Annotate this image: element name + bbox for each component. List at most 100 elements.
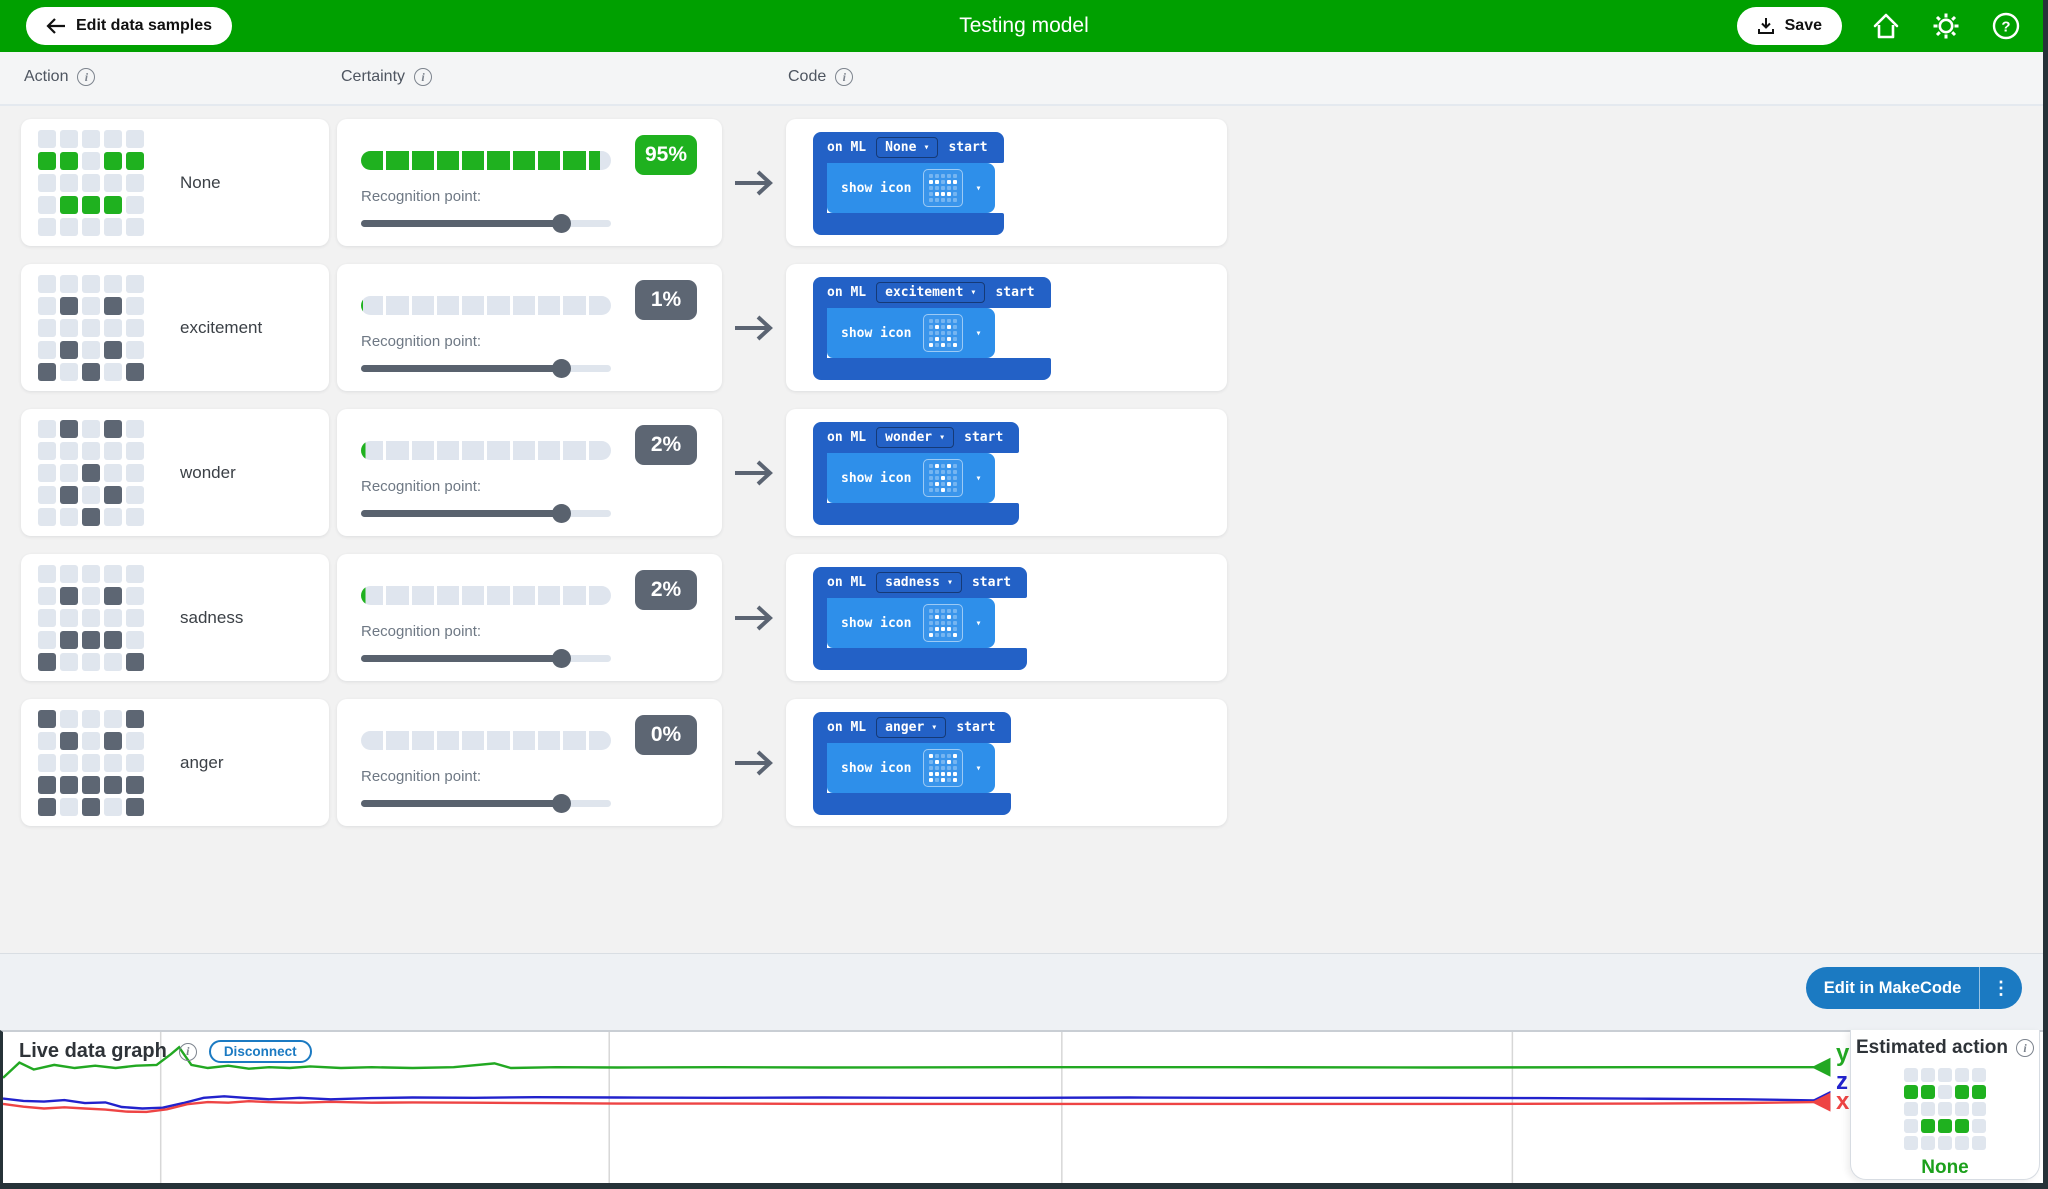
on-ml-start-block: on ML wonder ▾ start (813, 422, 1020, 453)
slider-thumb[interactable] (552, 214, 571, 233)
matrix-dot-on (941, 343, 946, 347)
matrix-dot-off (929, 319, 934, 323)
led-off (1921, 1068, 1935, 1082)
icon-matrix-field[interactable] (923, 749, 964, 787)
led-off (38, 463, 56, 482)
chevron-down-icon: ▾ (975, 472, 982, 484)
help-button[interactable]: ? (1990, 10, 2022, 42)
recognition-point-slider[interactable] (361, 649, 611, 668)
gear-icon (1933, 13, 1959, 39)
block-spine (813, 743, 827, 793)
column-header-code: Code i (788, 68, 854, 86)
graph-line-z (3, 1095, 1816, 1110)
icon-matrix-field[interactable] (923, 459, 964, 497)
meter-segment (588, 440, 611, 460)
matrix-dot-on (947, 772, 952, 776)
chevron-down-icon: ▾ (939, 432, 946, 443)
recognition-point-slider[interactable] (361, 359, 611, 378)
led-off (60, 318, 78, 337)
matrix-dot-off (947, 609, 952, 613)
chevron-down-icon: ▾ (946, 577, 953, 588)
slider-thumb[interactable] (552, 359, 571, 378)
led-off (104, 274, 122, 293)
recognition-point-label: Recognition point: (361, 768, 482, 785)
recognition-point-slider[interactable] (361, 214, 611, 233)
led-off (104, 753, 122, 772)
matrix-dot-on (935, 772, 940, 776)
matrix-dot-on (947, 325, 952, 329)
led-on (126, 362, 144, 381)
live-graph-info-icon[interactable]: i (178, 1042, 197, 1061)
matrix-dot-off (935, 488, 940, 492)
led-off (82, 340, 100, 359)
matrix-dot-off (929, 174, 934, 178)
code-card: on ML None ▾ start show icon ▾ (786, 119, 1227, 246)
led-off (104, 797, 122, 816)
slider-thumb[interactable] (552, 794, 571, 813)
meter-segment (361, 150, 384, 170)
makecode-band: Edit in MakeCode ⋮ (0, 953, 2048, 1030)
home-button[interactable] (1870, 10, 1902, 42)
action-dropdown[interactable]: excitement ▾ (876, 282, 986, 303)
icon-matrix-field[interactable] (923, 604, 964, 642)
slider-thumb[interactable] (552, 649, 571, 668)
certainty-meter (361, 295, 611, 315)
matrix-dot-on (947, 615, 952, 619)
recognition-point-slider[interactable] (361, 794, 611, 813)
certainty-info-icon[interactable]: i (414, 68, 433, 86)
icon-matrix-field[interactable] (923, 169, 964, 207)
meter-segment (361, 585, 384, 605)
led-on (82, 195, 100, 214)
slider-fill (361, 510, 561, 517)
action-dropdown[interactable]: sadness ▾ (876, 572, 962, 593)
action-row: anger 0% Recognition point: on ML anger ▾ star… (21, 699, 2048, 826)
action-info-icon[interactable]: i (77, 68, 96, 86)
edit-data-samples-button[interactable]: Edit data samples (26, 7, 233, 45)
certainty-meter (361, 730, 611, 750)
save-button[interactable]: Save (1736, 7, 1842, 45)
led-off (126, 441, 144, 460)
meter-segment (411, 150, 434, 170)
matrix-dot-off (947, 754, 952, 758)
led-off (60, 507, 78, 526)
led-on (1955, 1119, 1969, 1133)
led-off (38, 731, 56, 750)
meter-segment (462, 150, 485, 170)
settings-button[interactable] (1930, 10, 1962, 42)
on-ml-start-block: on ML excitement ▾ start (813, 277, 1051, 308)
meter-segment (538, 730, 561, 750)
show-icon-label: show icon (841, 615, 912, 631)
matrix-dot-off (929, 627, 934, 631)
kebab-menu-icon[interactable]: ⋮ (1992, 977, 2010, 998)
disconnect-button[interactable]: Disconnect (208, 1040, 312, 1063)
slider-thumb[interactable] (552, 504, 571, 523)
matrix-dot-off (953, 192, 958, 196)
axis-label-x: x (1836, 1088, 1850, 1115)
led-on (104, 296, 122, 315)
matrix-dot-on (941, 476, 946, 480)
meter-segment (386, 295, 409, 315)
meter-segment (563, 440, 586, 460)
icon-matrix-field[interactable] (923, 314, 964, 352)
led-off (38, 485, 56, 504)
edit-in-makecode-button[interactable]: Edit in MakeCode ⋮ (1806, 967, 2022, 1009)
action-dropdown[interactable]: anger ▾ (876, 717, 947, 738)
led-off (104, 608, 122, 627)
makecode-block: on ML wonder ▾ start show icon ▾ (813, 422, 1020, 525)
show-icon-block: show icon ▾ (827, 743, 996, 793)
meter-segment (588, 295, 611, 315)
action-dropdown-value: excitement (885, 285, 964, 300)
code-info-icon[interactable]: i (835, 68, 854, 86)
window-right-edge (2043, 0, 2048, 1189)
block-body: show icon ▾ (813, 598, 996, 648)
led-off (126, 630, 144, 649)
action-dropdown[interactable]: None ▾ (876, 137, 939, 158)
matrix-dot-on (953, 180, 958, 184)
recognition-point-slider[interactable] (361, 504, 611, 523)
estimated-action-info-icon[interactable]: i (2016, 1039, 2035, 1057)
action-name: excitement (180, 317, 263, 337)
matrix-dot-off (947, 621, 952, 625)
led-off (38, 441, 56, 460)
action-dropdown[interactable]: wonder ▾ (876, 427, 955, 448)
